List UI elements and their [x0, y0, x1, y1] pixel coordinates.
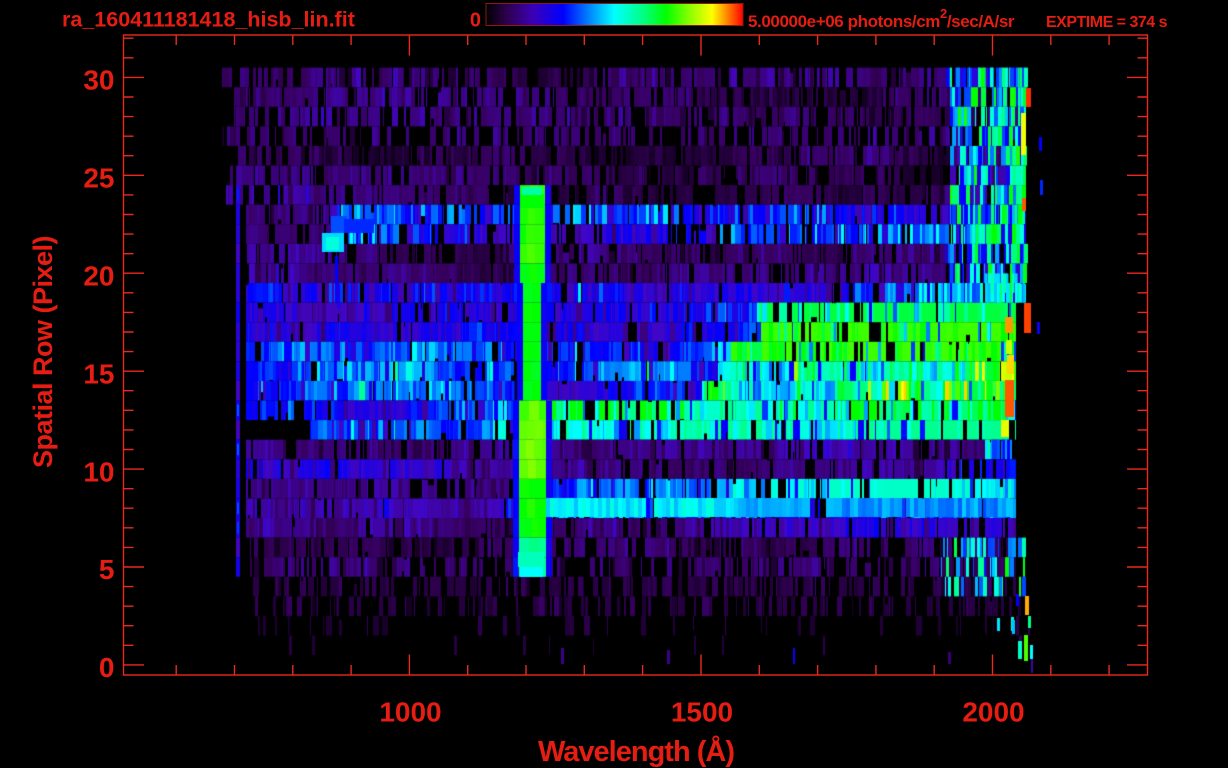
svg-text:0: 0	[470, 10, 481, 32]
svg-text:5: 5	[99, 554, 115, 585]
svg-text:Spatial Row (Pixel): Spatial Row (Pixel)	[28, 236, 58, 468]
svg-text:Wavelength (Å): Wavelength (Å)	[538, 735, 734, 768]
svg-text:2000: 2000	[962, 697, 1024, 728]
svg-text:20: 20	[83, 261, 114, 292]
svg-text:5.00000e+06 photons/cm2/sec/A/: 5.00000e+06 photons/cm2/sec/A/sr	[748, 6, 1015, 31]
svg-text:1500: 1500	[671, 697, 733, 728]
svg-text:0: 0	[99, 652, 115, 683]
svg-text:EXPTIME = 374 s: EXPTIME = 374 s	[1046, 14, 1168, 31]
svg-text:1000: 1000	[379, 697, 441, 728]
svg-text:10: 10	[83, 456, 114, 487]
svg-text:ra_160411181418_hisb_lin.fit: ra_160411181418_hisb_lin.fit	[62, 8, 355, 32]
svg-text:15: 15	[83, 358, 114, 389]
svg-text:25: 25	[83, 163, 114, 194]
svg-text:30: 30	[83, 65, 114, 96]
